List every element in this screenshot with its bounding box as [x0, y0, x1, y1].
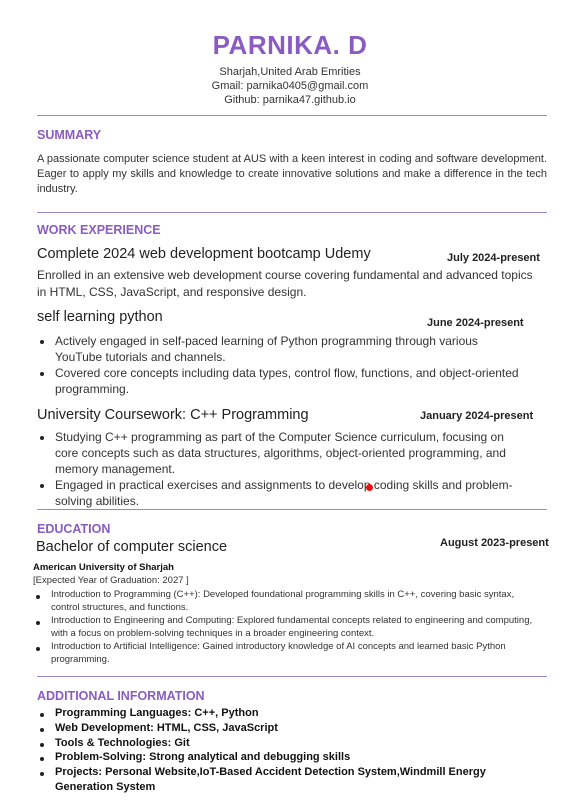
divider [37, 212, 547, 213]
job-description: Enrolled in an extensive web development… [37, 268, 533, 299]
education-date: August 2023-present [440, 537, 549, 549]
list-item: Actively engaged in self-paced learning … [37, 333, 522, 365]
work-experience-title: WORK EXPERIENCE [37, 223, 161, 237]
job-bullets: Studying C++ programming as part of the … [37, 429, 527, 509]
job-date: January 2024-present [420, 410, 534, 422]
job-title: University Coursework: C++ Programming [37, 407, 309, 423]
gmail-contact: Gmail: parnika0405@gmail.com [211, 80, 369, 92]
list-item: Projects: Personal Website,IoT-Based Acc… [37, 765, 507, 795]
list-item: Introduction to Programming (C++): Devel… [33, 588, 533, 614]
resume-name: PARNIKA. D [212, 30, 368, 60]
job-bullets: Actively engaged in self-paced learning … [37, 333, 522, 397]
list-item: Engaged in practical exercises and assig… [37, 477, 527, 509]
list-item: Studying C++ programming as part of the … [37, 429, 527, 477]
red-dot-marker [366, 484, 373, 491]
education-title: EDUCATION [37, 522, 111, 536]
degree-title: Bachelor of computer science [36, 539, 228, 555]
job-date: June 2024-present [427, 317, 524, 329]
divider [37, 509, 547, 510]
list-item: Introduction to Engineering and Computin… [33, 614, 533, 640]
divider [37, 676, 547, 677]
list-item: Web Development: HTML, CSS, JavaScript [37, 721, 507, 736]
graduation-year: [Expected Year of Graduation: 2027 ] [33, 575, 189, 586]
location: Sharjah,United Arab Emrities [219, 66, 361, 78]
additional-info-title: ADDITIONAL INFORMATION [37, 689, 205, 703]
list-item: Programming Languages: C++, Python [37, 706, 507, 721]
job-title: Complete 2024 web development bootcamp U… [37, 246, 371, 262]
additional-info-list: Programming Languages: C++, Python Web D… [37, 706, 507, 795]
list-item: Introduction to Artificial Intelligence:… [33, 640, 533, 666]
course-list: Introduction to Programming (C++): Devel… [33, 588, 533, 666]
list-item: Tools & Technologies: Git [37, 736, 507, 751]
school-name: American University of Sharjah [33, 562, 174, 573]
list-item: Covered core concepts including data typ… [37, 365, 522, 397]
job-date: July 2024-present [447, 252, 540, 264]
job-title: self learning python [37, 309, 163, 325]
github-contact: Github: parnika47.github.io [224, 94, 356, 106]
list-item: Problem-Solving: Strong analytical and d… [37, 750, 507, 765]
summary-text: A passionate computer science student at… [37, 153, 547, 195]
summary-title: SUMMARY [37, 128, 102, 142]
divider [37, 115, 547, 116]
